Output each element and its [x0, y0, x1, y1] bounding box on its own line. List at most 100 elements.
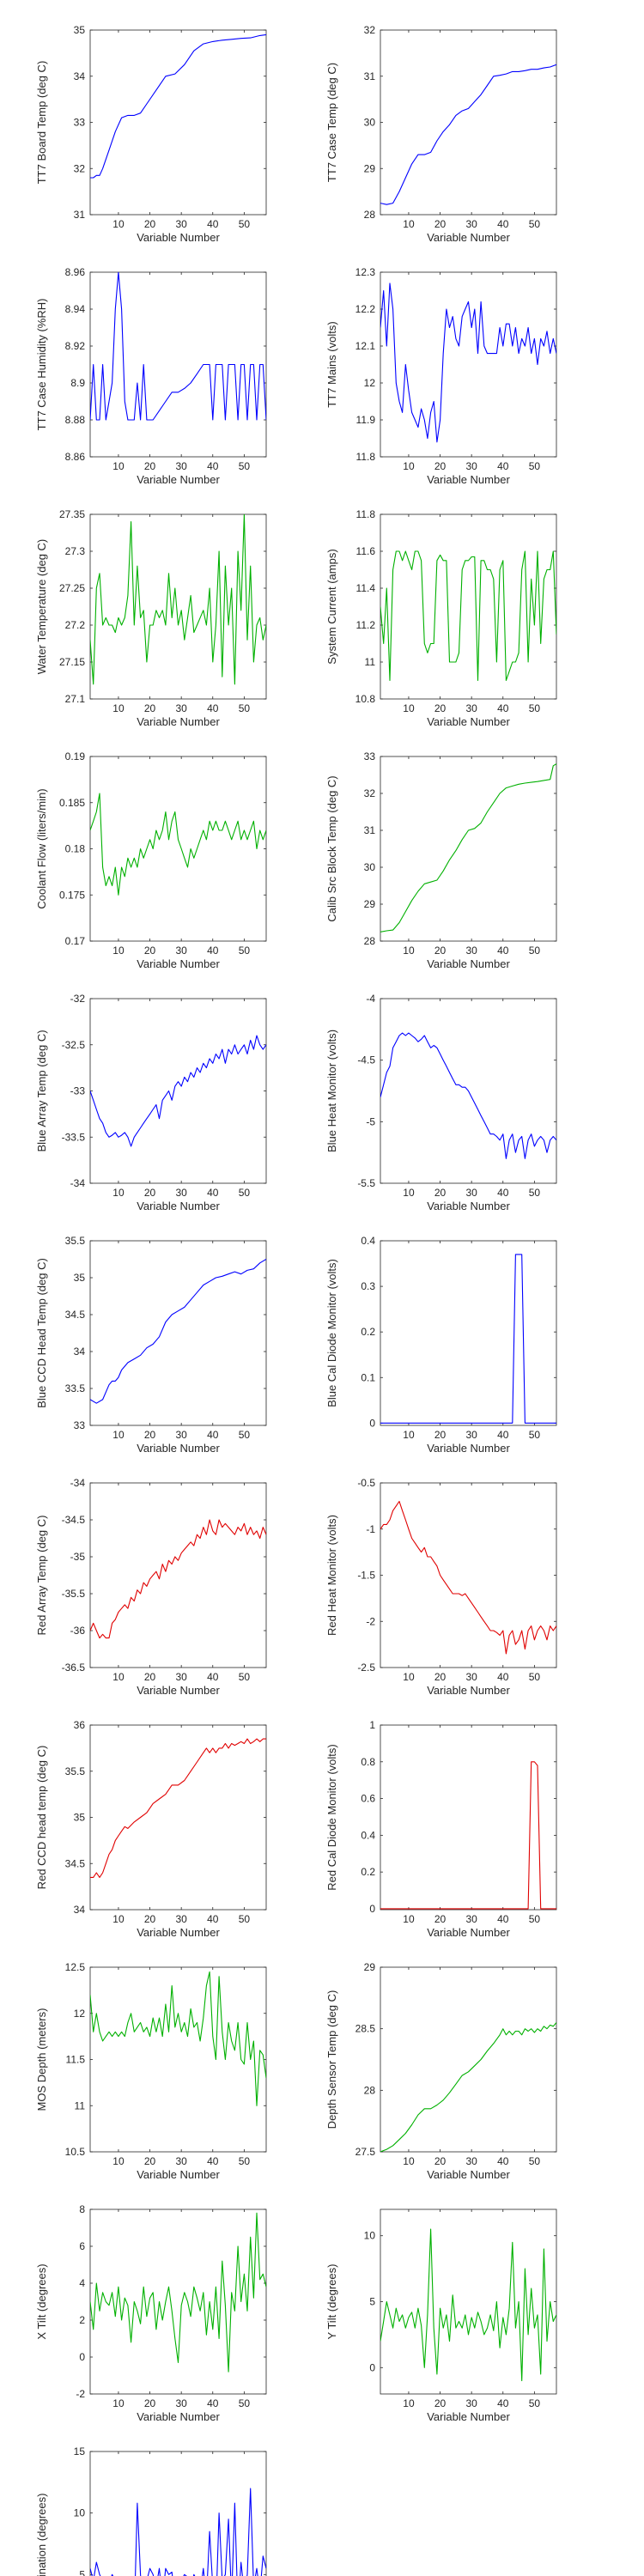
- x-tick-label: 10: [112, 1913, 125, 1925]
- y-tick-label: 5: [79, 2568, 85, 2576]
- y-tick-label: 31: [74, 209, 86, 221]
- series-line: [90, 514, 266, 685]
- chart-panel-7: 0.17 0.175 0.18 0.185 0.19 10 20 30 40 50 Variable…: [35, 750, 267, 970]
- y-tick-label: 30: [364, 117, 376, 129]
- x-tick-label: 20: [434, 945, 447, 957]
- y-tick-label: 12.3: [355, 266, 376, 278]
- series-line: [380, 2228, 556, 2382]
- y-tick-label: 8.86: [65, 451, 86, 463]
- x-tick-label: 10: [112, 2397, 125, 2409]
- x-tick-label: 50: [239, 218, 251, 230]
- y-tick-label: 33: [74, 1419, 86, 1431]
- x-tick-label: 10: [112, 2155, 125, 2167]
- y-tick-label: 32: [364, 24, 376, 36]
- y-tick-label: 0.4: [361, 1829, 375, 1841]
- chart-panel-17: 10.5 11 11.5 12 12.5 10 20 30 40 50 Variable Numbe…: [35, 1961, 267, 2181]
- y-axis-label: Calib Src Block Temp (deg C): [325, 775, 338, 921]
- x-tick-label: 30: [465, 702, 477, 714]
- x-tick-label: 50: [239, 2155, 251, 2167]
- series-line: [380, 1254, 556, 1424]
- x-axis-label: Variable Number: [427, 2168, 510, 2181]
- y-tick-label: 31: [364, 70, 376, 82]
- x-tick-label: 30: [465, 218, 477, 230]
- x-tick-label: 10: [403, 2397, 415, 2409]
- y-tick-label: 29: [364, 162, 376, 174]
- x-tick-label: 20: [144, 1913, 156, 1925]
- x-axis-label: Variable Number: [427, 1200, 510, 1212]
- x-tick-label: 20: [144, 945, 156, 957]
- x-tick-label: 30: [175, 702, 187, 714]
- chart-panel-6: 10.8 11 11.2 11.4 11.6 11.8 10 20 30 40 50 Variable…: [325, 508, 557, 728]
- y-tick-label: 11.2: [356, 619, 376, 631]
- y-tick-label: 35: [74, 1272, 86, 1284]
- y-tick-label: 0.3: [361, 1280, 375, 1292]
- x-tick-label: 40: [497, 1429, 509, 1441]
- chart-panel-10: -5.5 -5 -4.5 -4 10 20 30 40 50 Variable Number Blu…: [325, 993, 557, 1212]
- y-tick-label: -4.5: [357, 1054, 375, 1066]
- series-line: [380, 1761, 556, 1910]
- x-axis-label: Variable Number: [137, 2410, 220, 2423]
- y-tick-label: 8.9: [70, 377, 85, 389]
- y-axis-label: Blue Array Temp (deg C): [35, 1030, 48, 1151]
- y-tick-label: 2: [79, 2314, 85, 2326]
- y-tick-label: 0.2: [361, 1326, 375, 1338]
- x-tick-label: 40: [497, 218, 509, 230]
- y-axis-label: Red Cal Diode Monitor (volts): [325, 1744, 338, 1891]
- x-tick-label: 30: [465, 945, 477, 957]
- series-line: [90, 2488, 266, 2576]
- x-tick-label: 10: [112, 1429, 125, 1441]
- y-tick-label: 0: [79, 2351, 85, 2363]
- chart-panel-11: 33 33.5 34 34.5 35 35.5 10 20 30 40 50 Variable Num…: [35, 1235, 267, 1455]
- x-axis-label: Variable Number: [137, 1442, 220, 1455]
- y-tick-label: 0.8: [361, 1756, 375, 1768]
- y-axis-label: TT7 Case Humidity (%RH): [35, 299, 48, 431]
- series-line: [380, 1032, 556, 1159]
- series-line: [380, 2022, 556, 2152]
- x-tick-label: 10: [112, 1187, 125, 1199]
- x-tick-label: 40: [207, 1913, 219, 1925]
- x-axis-label: Variable Number: [137, 715, 220, 728]
- y-tick-label: -1: [366, 1523, 375, 1535]
- chart-panel-1: 31 32 33 34 35 10 20 30 40 50 Variable Number TT7 B…: [35, 24, 267, 244]
- x-tick-label: 20: [434, 460, 447, 472]
- x-tick-label: 50: [529, 1429, 541, 1441]
- x-tick-label: 50: [239, 2397, 251, 2409]
- y-tick-label: 28.5: [355, 2023, 376, 2035]
- series-line: [90, 33, 266, 179]
- x-tick-label: 50: [529, 1187, 541, 1199]
- plot-frame: [89, 756, 267, 942]
- x-tick-label: 50: [529, 460, 541, 472]
- x-tick-label: 20: [144, 460, 156, 472]
- y-tick-label: 27.15: [59, 656, 85, 668]
- x-axis-label: Variable Number: [427, 2410, 510, 2423]
- y-tick-label: 35.5: [65, 1235, 86, 1247]
- x-tick-label: 40: [207, 945, 219, 957]
- y-tick-label: 1: [369, 1719, 375, 1731]
- chart-panel-18: 27.5 28 28.5 29 10 20 30 40 50 Variable Number Dep…: [325, 1961, 557, 2181]
- y-tick-label: -32: [70, 993, 86, 1005]
- plot-frame: [380, 29, 557, 216]
- series-line: [90, 2212, 266, 2372]
- y-tick-label: 11: [75, 2099, 86, 2111]
- series-line: [90, 793, 266, 896]
- y-tick-label: 11.5: [66, 2054, 86, 2066]
- series-line: [380, 550, 556, 682]
- chart-panel-8: 28 29 30 31 32 33 10 20 30 40 50 Variable Number Cal…: [325, 750, 557, 970]
- chart-panel-21: 0510151020304050Variable NumberInclinati…: [35, 2445, 267, 2576]
- x-tick-label: 30: [465, 2397, 477, 2409]
- x-tick-label: 10: [403, 1671, 415, 1683]
- y-tick-label: 33: [364, 750, 376, 762]
- x-tick-label: 10: [403, 702, 415, 714]
- x-tick-label: 50: [529, 945, 541, 957]
- series-line: [380, 763, 556, 933]
- x-tick-label: 30: [175, 1913, 187, 1925]
- series-line: [90, 1259, 266, 1404]
- x-tick-label: 10: [112, 702, 125, 714]
- x-tick-label: 50: [239, 460, 251, 472]
- x-axis-label: Variable Number: [137, 231, 220, 244]
- y-tick-label: -5.5: [357, 1177, 375, 1189]
- x-tick-label: 50: [529, 702, 541, 714]
- y-axis-label: Red Heat Monitor (volts): [325, 1515, 338, 1636]
- x-tick-label: 40: [497, 945, 509, 957]
